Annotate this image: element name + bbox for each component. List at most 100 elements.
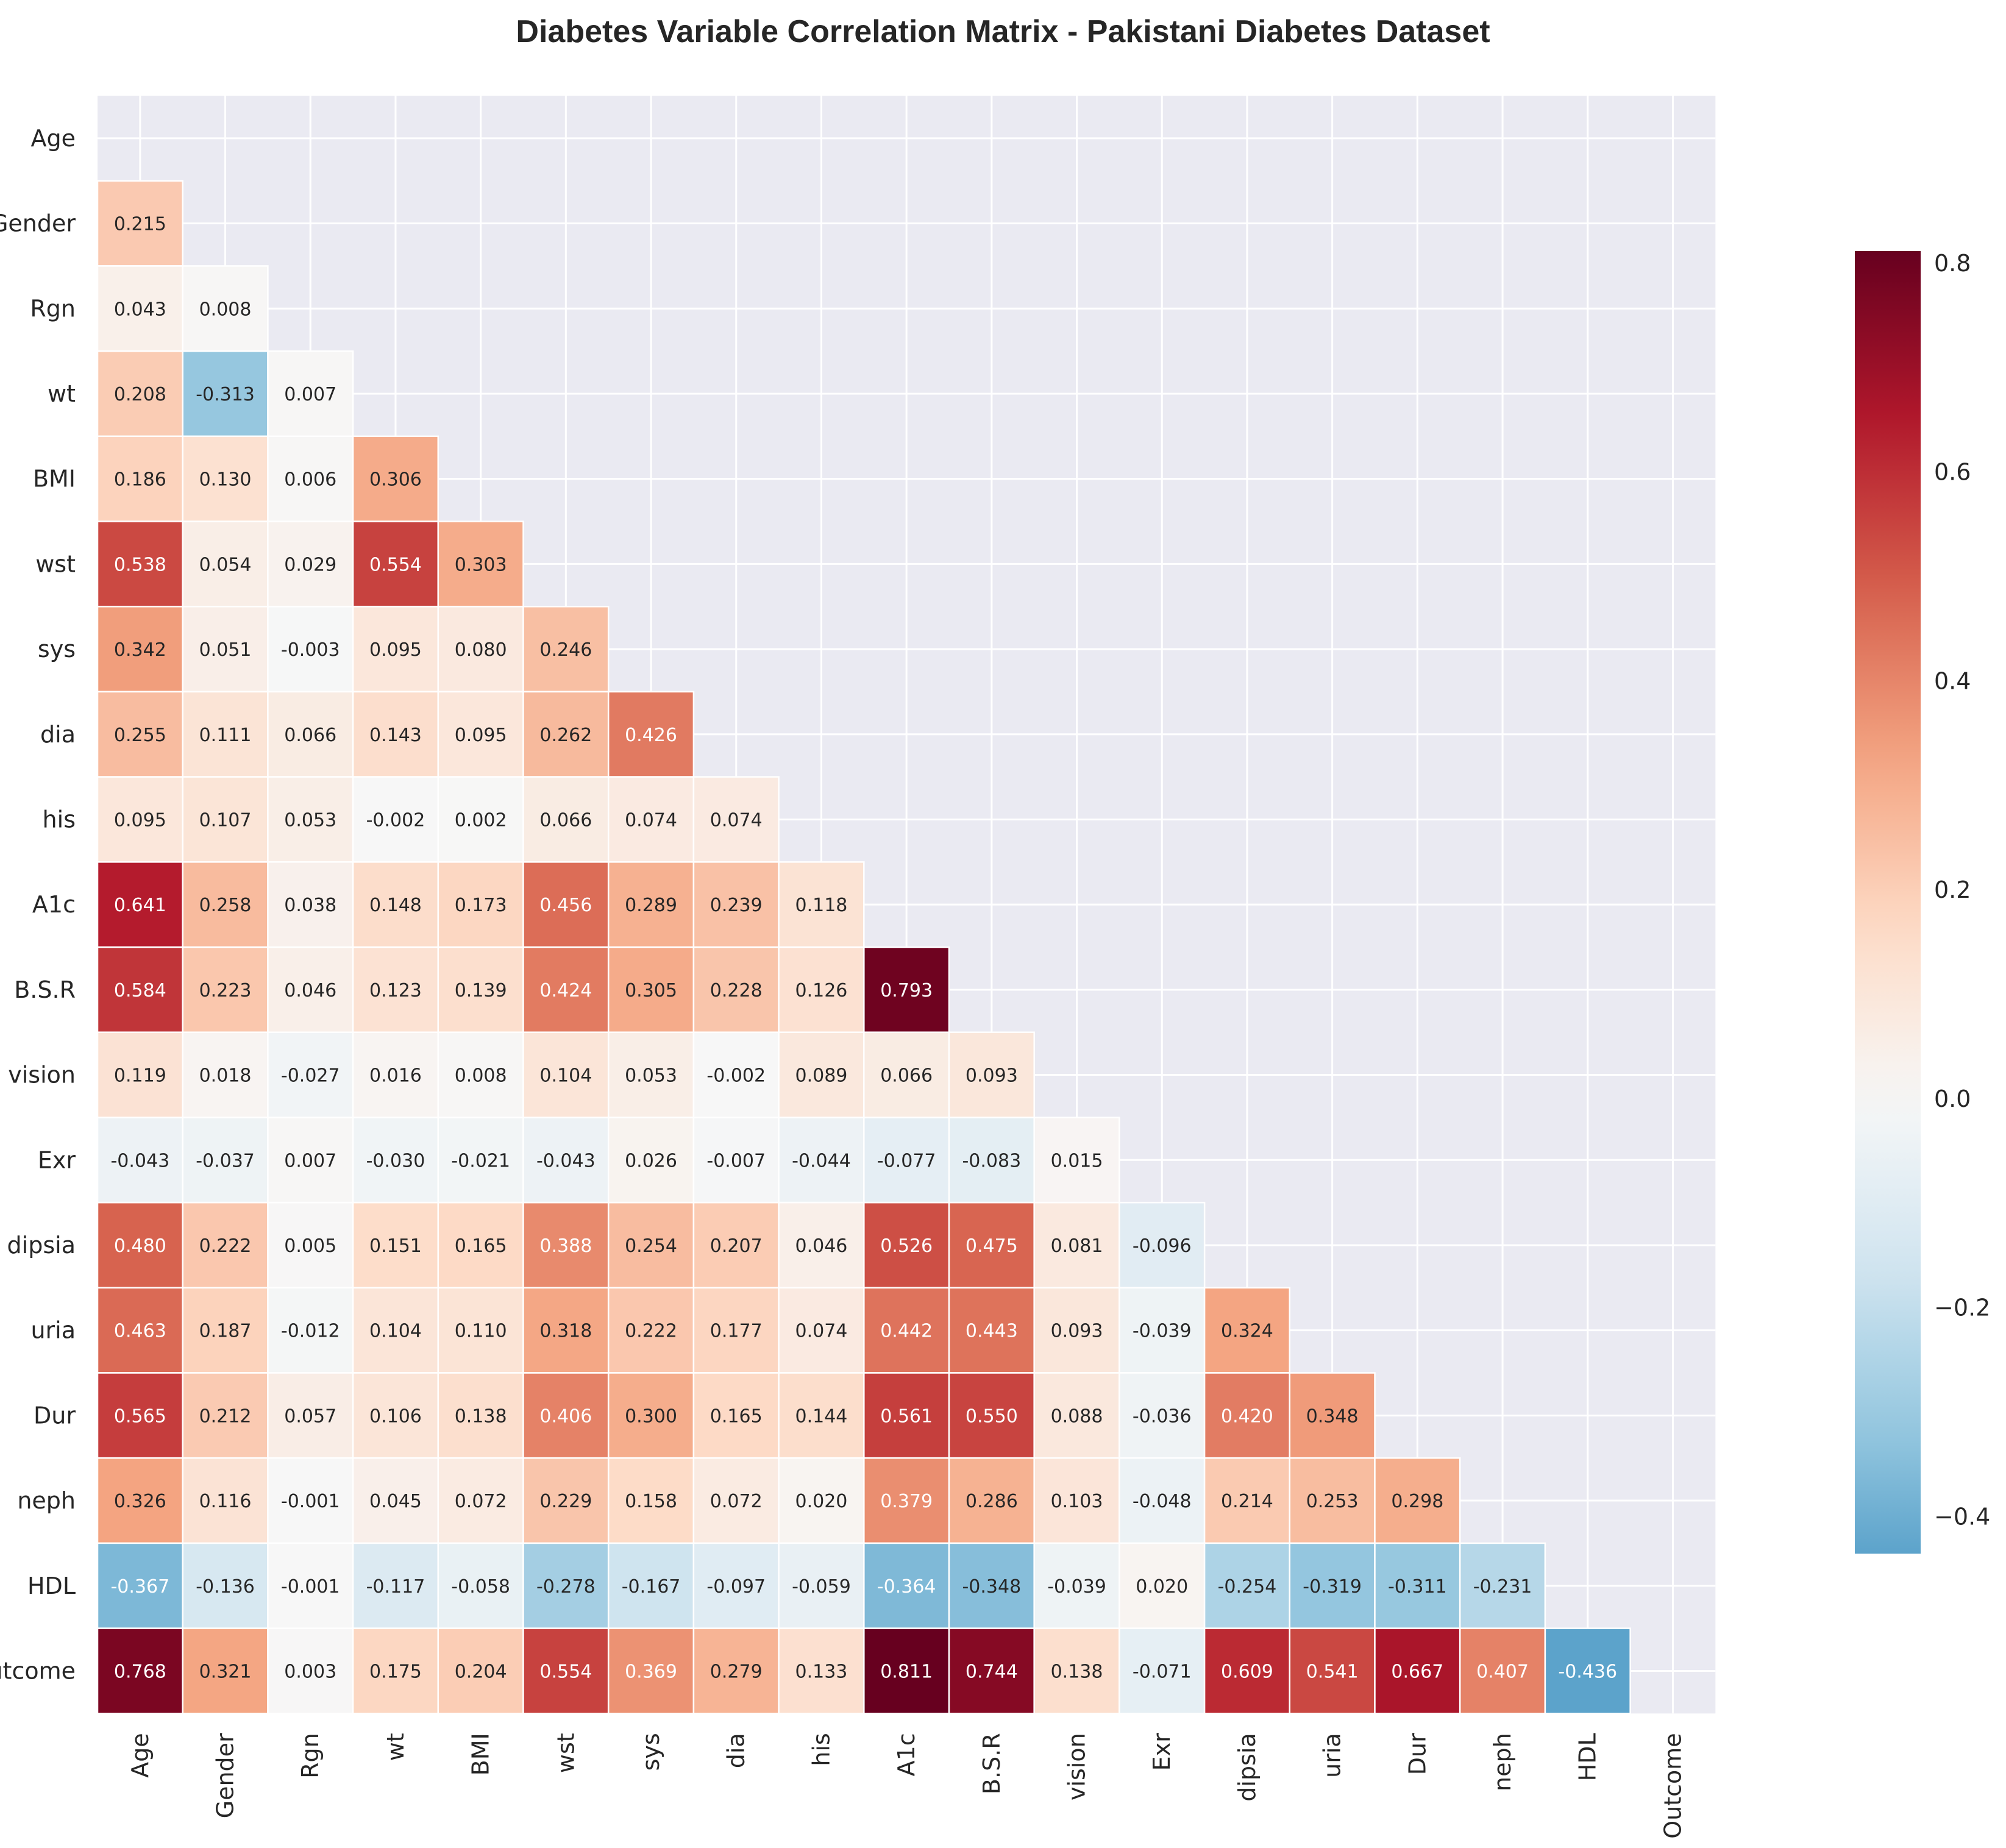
- heatmap-cell: [96, 521, 183, 608]
- cell-value-label: 0.026: [625, 1150, 677, 1171]
- cell-value-label: -0.044: [792, 1150, 851, 1171]
- heatmap-cell: [1289, 1627, 1376, 1715]
- heatmap-cell: [437, 861, 524, 948]
- heatmap-cell: [96, 1457, 183, 1544]
- heatmap-cell: [778, 1117, 865, 1204]
- colorbar-tick-label: −0.2: [1934, 1295, 1990, 1321]
- cell-value-label: 0.667: [1391, 1661, 1443, 1682]
- cell-value-label: 0.051: [199, 639, 252, 661]
- colorbar-tick-label: 0.4: [1934, 667, 1971, 694]
- heatmap-cell: [522, 1457, 610, 1544]
- heatmap-cell: [437, 1372, 524, 1459]
- cell-value-label: -0.059: [792, 1576, 851, 1597]
- cell-value-label: -0.012: [281, 1321, 340, 1342]
- cell-value-label: 0.258: [199, 895, 252, 916]
- cell-value-label: 0.326: [114, 1491, 166, 1512]
- heatmap-cell: [1374, 1627, 1461, 1715]
- cell-value-label: 0.768: [114, 1661, 166, 1682]
- cell-value-label: -0.058: [451, 1576, 510, 1597]
- cell-value-label: 0.369: [625, 1661, 677, 1682]
- heatmap-cell: [437, 691, 524, 778]
- x-tick-label: HDL: [1574, 1733, 1601, 1781]
- heatmap-cell: [607, 1287, 695, 1374]
- heatmap-cell: [96, 776, 183, 863]
- heatmap-cell: [182, 946, 269, 1033]
- cell-value-label: -0.436: [1558, 1661, 1617, 1682]
- y-tick-label: dia: [40, 721, 76, 748]
- cell-value-label: 0.015: [1051, 1150, 1103, 1171]
- heatmap-cell: [96, 180, 183, 267]
- cell-value-label: -0.001: [281, 1491, 340, 1512]
- colorbar-tick-label: 0.0: [1934, 1086, 1971, 1112]
- heatmap-cell: [1119, 1457, 1206, 1544]
- cell-value-label: 0.550: [966, 1406, 1018, 1427]
- heatmap-cell: [1119, 1287, 1206, 1374]
- cell-value-label: 0.262: [539, 725, 592, 746]
- heatmap-cell: [96, 1287, 183, 1374]
- cell-value-label: 0.223: [199, 980, 252, 1001]
- heatmap-cell: [267, 1542, 354, 1629]
- cell-value-label: 0.072: [710, 1491, 763, 1512]
- cell-value-label: 0.554: [539, 1661, 592, 1682]
- heatmap-cell: [692, 1117, 780, 1204]
- cell-value-label: -0.001: [281, 1576, 340, 1597]
- cell-value-label: 0.148: [369, 895, 422, 916]
- heatmap-cell: [1033, 1201, 1120, 1289]
- cell-value-label: -0.071: [1133, 1661, 1192, 1682]
- cell-value-label: 0.303: [455, 554, 507, 575]
- cell-value-label: -0.003: [281, 639, 340, 661]
- cell-value-label: 0.110: [455, 1321, 507, 1342]
- cell-value-label: 0.116: [199, 1491, 252, 1512]
- heatmap-cell: [437, 1201, 524, 1289]
- heatmap-cell: [1459, 1542, 1546, 1629]
- cell-value-label: -0.136: [196, 1576, 255, 1597]
- cell-value-label: 0.057: [284, 1406, 336, 1427]
- cell-value-label: 0.066: [880, 1065, 933, 1087]
- cell-value-label: 0.139: [455, 980, 507, 1001]
- cell-value-label: 0.407: [1476, 1661, 1529, 1682]
- cell-value-label: 0.306: [369, 469, 422, 491]
- cell-value-label: 0.104: [369, 1321, 422, 1342]
- cell-value-label: 0.286: [966, 1491, 1018, 1512]
- cell-value-label: 0.053: [284, 809, 336, 831]
- cell-value-label: 0.222: [625, 1321, 677, 1342]
- colorbar-tick-label: 0.6: [1934, 459, 1971, 486]
- cell-value-label: 0.175: [369, 1661, 422, 1682]
- cell-value-label: 0.289: [625, 895, 677, 916]
- cell-value-label: 0.138: [455, 1406, 507, 1427]
- heatmap-cell: [1289, 1542, 1376, 1629]
- heatmap-cell: [1203, 1627, 1291, 1715]
- cell-value-label: 0.093: [966, 1065, 1018, 1087]
- cell-value-label: -0.319: [1303, 1576, 1362, 1597]
- heatmap-cell: [522, 946, 610, 1033]
- heatmap-cell: [182, 1627, 269, 1715]
- heatmap-cell: [352, 861, 439, 948]
- heatmap-cell: [96, 691, 183, 778]
- cell-value-label: 0.038: [284, 895, 336, 916]
- heatmap-cell: [437, 776, 524, 863]
- heatmap-cell: [778, 1031, 865, 1118]
- cell-value-label: 0.222: [199, 1235, 252, 1257]
- cell-value-label: 0.007: [284, 1150, 336, 1171]
- heatmap-cell: [96, 946, 183, 1033]
- cell-value-label: 0.072: [455, 1491, 507, 1512]
- heatmap-cell: [267, 1201, 354, 1289]
- y-tick-label: Outcome: [0, 1657, 76, 1684]
- heatmap-cell: [182, 776, 269, 863]
- cell-value-label: 0.186: [114, 469, 166, 491]
- heatmap-cell: [778, 1542, 865, 1629]
- colorbar: [1855, 251, 1921, 1554]
- cell-value-label: -0.278: [536, 1576, 596, 1597]
- cell-value-label: 0.208: [114, 384, 166, 405]
- cell-value-label: 0.008: [199, 299, 252, 320]
- cell-value-label: 0.300: [625, 1406, 677, 1427]
- heatmap-cell: [522, 1031, 610, 1118]
- cell-value-label: 0.126: [795, 980, 848, 1001]
- heatmap-cell: [522, 1287, 610, 1374]
- y-tick-label: Rgn: [30, 295, 76, 322]
- heatmap-cell: [522, 776, 610, 863]
- cell-value-label: -0.311: [1388, 1576, 1447, 1597]
- heatmap-cell: [948, 1117, 1035, 1204]
- heatmap-cell: [948, 1372, 1035, 1459]
- y-tick-label: Exr: [38, 1146, 76, 1173]
